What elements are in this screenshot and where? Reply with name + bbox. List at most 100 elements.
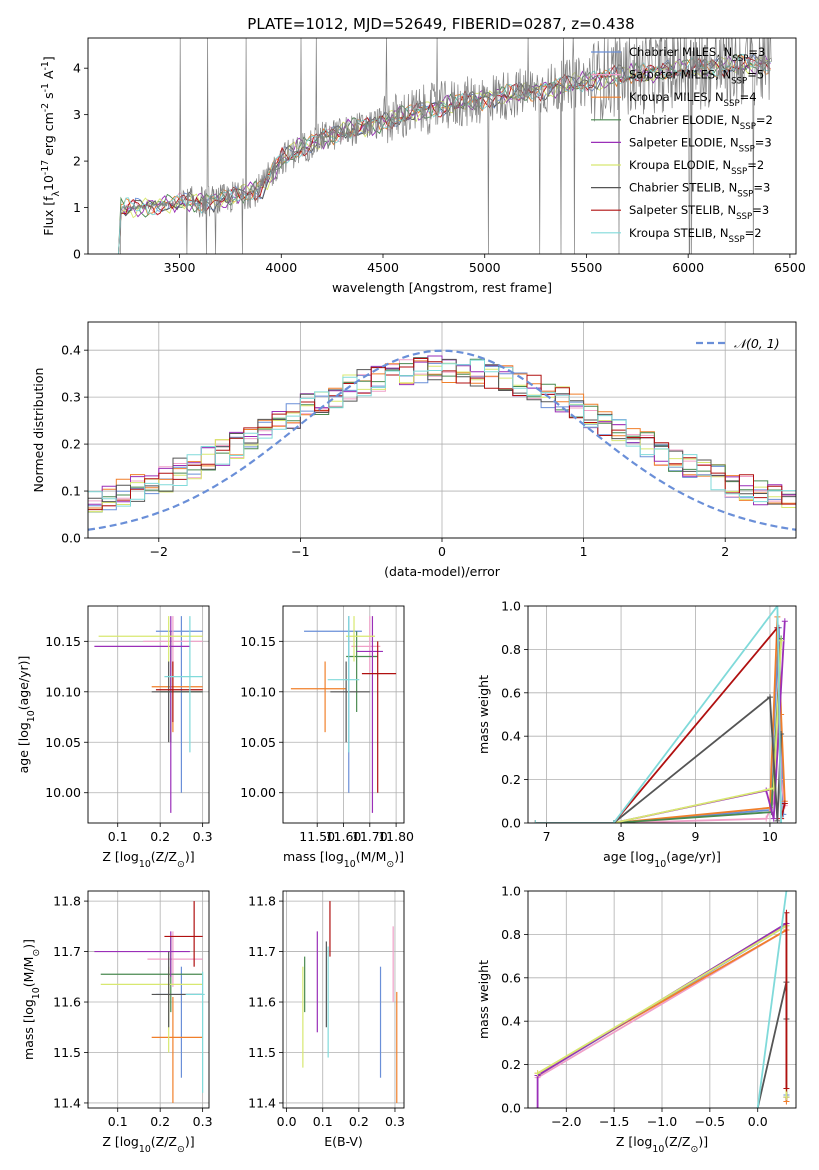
x-tick-label: 11.60	[326, 829, 362, 844]
x-tick-label: −0.5	[695, 1114, 725, 1129]
x-tick-label: 1	[580, 544, 588, 559]
x-tick-label: 0.3	[193, 1114, 213, 1129]
x-tick-label: 0.0	[748, 1114, 768, 1129]
weight-marker	[610, 820, 617, 823]
x-tick-label: 5000	[469, 260, 501, 275]
plot-area-weight-vs-age	[532, 606, 788, 823]
panel-weight-vs-age: 7 8 9 10 0.0 0.2 0.4 0.6 0.8 1.0 age [log10(age/yr…	[476, 599, 797, 870]
errorbar-kroupa-miles	[151, 661, 203, 733]
weight-marker	[534, 1070, 541, 1077]
x-tick-label: 8	[617, 829, 625, 844]
errorbar-kroupa-elodie	[346, 616, 376, 662]
plot-area-mass-vs-ebv	[302, 901, 398, 1103]
errorbar-salpeter-elodie	[356, 616, 383, 813]
x-axis-label: E(B-V)	[324, 1134, 363, 1149]
plot-area-spectrum	[118, 38, 772, 254]
legend-label-7: Salpeter STELIB, NSSP=3	[629, 203, 769, 222]
y-tick-label: 0.2	[501, 772, 521, 787]
weight-marker	[532, 820, 539, 823]
y-axis-label: age [log10(age/yr)]	[16, 656, 37, 774]
panel-weight-vs-Z: −2.0 −1.5 −1.0 −0.5 0.0 0.0 0.2 0.4 0.6 0.8 1.0 Z […	[476, 884, 797, 1155]
y-axis-label: Flux [fλ10-17 erg cm-2 s-1 A-1]	[40, 56, 62, 235]
legend-label-reference: 𝒩(0, 1)	[734, 336, 780, 351]
x-tick-label: 10	[762, 829, 778, 844]
x-tick-label: 11.80	[378, 829, 414, 844]
y-tick-label: 1.0	[501, 599, 521, 614]
weight-line-5	[535, 640, 782, 823]
y-tick-label: 10.15	[240, 634, 276, 649]
observed-spectrum	[118, 38, 772, 254]
y-tick-label: 11.8	[53, 894, 81, 909]
y-tick-label: 0.8	[501, 642, 521, 657]
y-axis-label: mass weight	[476, 675, 491, 754]
weight-marker	[763, 815, 770, 822]
weight-line-8	[535, 606, 782, 823]
y-tick-label: 1	[73, 200, 81, 215]
x-axis-label: (data-model)/error	[384, 564, 501, 579]
y-tick-label: 10.05	[45, 735, 81, 750]
y-tick-label: 10.00	[240, 785, 276, 800]
errorbar-kroupa-stelib	[185, 971, 205, 1093]
weight-marker	[778, 637, 785, 644]
y-axis-label: mass [log10(M/M⊙)]	[21, 939, 42, 1060]
y-tick-label: 0.4	[501, 1014, 521, 1029]
residual-histogram-8	[88, 359, 796, 507]
errorbar-kroupa-miles	[290, 661, 347, 733]
axes-frame	[87, 37, 797, 255]
y-tick-label: 4	[73, 61, 81, 76]
errorbar-chabrier-miles	[155, 966, 203, 1078]
y-tick-label: 0.6	[501, 685, 521, 700]
errorbar-chabrier-stelib	[151, 951, 203, 1028]
legend-label-2: Kroupa MILES, NSSP=4	[629, 90, 757, 109]
errorbar-kroupa-stelib	[164, 616, 203, 753]
y-tick-label: 10.10	[240, 684, 276, 699]
y-axis-label: Normed distribution	[31, 368, 46, 493]
errorbar-salpeter-elodie	[94, 616, 190, 813]
errorbar-chabrier-miles	[304, 616, 362, 793]
x-tick-label: 5500	[571, 260, 603, 275]
x-tick-label: −1.0	[647, 1114, 677, 1129]
x-tick-label: 0.1	[108, 1114, 128, 1129]
x-tick-label: 9	[692, 829, 700, 844]
y-tick-label: 10.10	[45, 684, 81, 699]
axes-frame	[282, 890, 405, 1109]
weight-marker	[783, 1085, 790, 1092]
weight-marker	[754, 1105, 761, 1108]
y-tick-label: 10.00	[45, 785, 81, 800]
panel-age-vs-Z: 0.1 0.2 0.3 10.00 10.05 10.10 10.15 Z [log10(Z/…	[16, 605, 213, 870]
errorbar-chabrier-stelib	[151, 661, 203, 743]
x-tick-label: 0.3	[193, 829, 213, 844]
spectrum-legend: Chabrier MILES, NSSP=3 Salpeter MILES, NS…	[591, 45, 773, 245]
weight-marker	[766, 694, 773, 701]
legend-label-0: Chabrier MILES, NSSP=3	[629, 45, 765, 64]
plot-area-mass-vs-Z	[94, 901, 205, 1103]
legend-label-8: Kroupa STELIB, NSSP=2	[629, 226, 762, 245]
axes-frame	[87, 890, 210, 1109]
y-tick-label: 0.6	[501, 970, 521, 985]
x-tick-label: 7	[543, 829, 551, 844]
plot-area-weight-vs-Z	[534, 891, 790, 1108]
y-tick-label: 11.7	[248, 944, 276, 959]
grid-mass-vs-ebv	[283, 891, 404, 1108]
x-tick-label: 0.2	[150, 1114, 170, 1129]
x-tick-label: 0.1	[108, 829, 128, 844]
weight-marker	[770, 815, 777, 822]
y-tick-label: 11.4	[53, 1095, 81, 1110]
panel-spectrum: 3500 4000 4500 5000 5500 6000 6500 0 1 2 3 4 wavelen…	[40, 37, 806, 295]
axes-frame	[87, 605, 210, 824]
weight-line-4	[535, 621, 786, 823]
x-axis-label: wavelength [Angstrom, rest frame]	[332, 280, 552, 295]
grid-weight-vs-age	[528, 605, 796, 824]
grid-mass-vs-Z	[88, 891, 209, 1108]
weight-marker	[534, 1105, 541, 1108]
x-tick-label: 6500	[774, 260, 806, 275]
plot-area-residuals	[88, 349, 796, 531]
y-tick-label: 10.15	[45, 634, 81, 649]
weight-line-1	[535, 692, 786, 823]
weight-line-8	[756, 891, 788, 1108]
grid-age-vs-mass	[283, 606, 404, 823]
panel-mass-vs-Z: 0.1 0.2 0.3 11.4 11.5 11.6 11.7 11.8 Z [log10(Z/…	[21, 890, 213, 1155]
weight-marker	[783, 1094, 790, 1101]
